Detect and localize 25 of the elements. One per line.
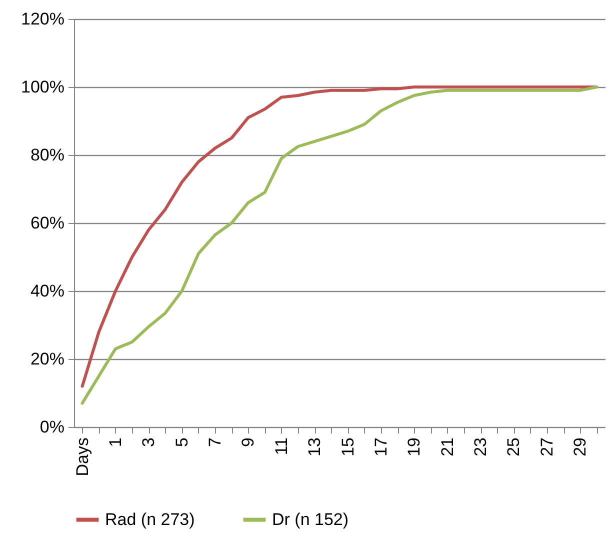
x-tick-label: 17 [371, 438, 390, 456]
x-tick-label: 5 [172, 438, 192, 447]
x-tick-label: 9 [238, 438, 258, 447]
x-tick-label: Days [72, 438, 92, 476]
x-tick-label: 7 [206, 438, 225, 447]
x-tick-label: 13 [305, 438, 324, 456]
x-tick-label: 25 [504, 438, 524, 456]
x-tick-label: 11 [272, 438, 291, 456]
x-tick-label: 3 [139, 438, 158, 447]
y-tick-label: 0% [40, 418, 64, 436]
y-tick-label: 40% [30, 282, 64, 300]
legend-label: Dr (n 152) [272, 510, 349, 529]
x-tick-label: 21 [438, 438, 457, 456]
x-tick-label: 27 [537, 438, 556, 456]
y-tick-label: 120% [21, 10, 64, 28]
y-tick-label: 60% [30, 214, 64, 232]
x-tick-label: 23 [471, 438, 490, 456]
y-tick-label: 20% [30, 350, 64, 368]
x-tick-label: 15 [338, 438, 358, 456]
x-tick-label: 1 [106, 438, 125, 447]
y-tick-label: 80% [30, 146, 64, 164]
legend-label: Rad (n 273) [105, 510, 195, 529]
y-tick-label: 100% [21, 78, 64, 96]
x-tick-label: 29 [570, 438, 590, 456]
x-tick-label: 19 [404, 438, 424, 456]
